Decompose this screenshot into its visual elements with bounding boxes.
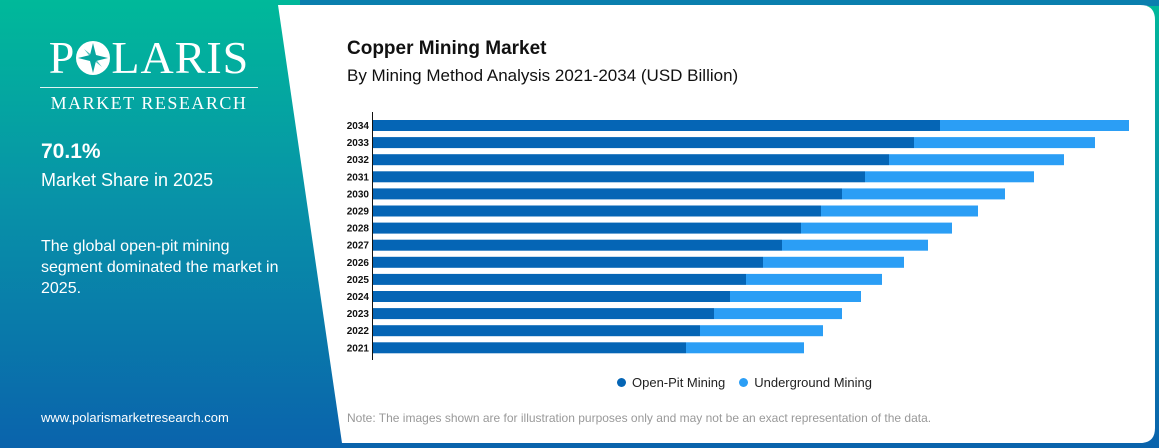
legend-underground: Underground Mining: [739, 375, 872, 390]
bar-open-pit-2029: [373, 205, 821, 217]
y-tick-label: 2029: [347, 207, 370, 218]
bar-open-pit-2022: [373, 325, 700, 337]
compass-star-icon: [76, 41, 111, 75]
chart-title: Copper Mining Market: [347, 38, 547, 59]
bar-open-pit-2032: [373, 154, 889, 166]
y-tick-label: 2021: [347, 343, 370, 354]
bar-underground-2026: [763, 256, 904, 268]
bar-open-pit-2027: [373, 239, 782, 251]
y-tick-label: 2031: [347, 172, 370, 183]
bar-underground-2030: [842, 188, 1005, 200]
legend-swatch: [617, 378, 626, 387]
disclaimer-note: Note: The images shown are for illustrat…: [347, 411, 932, 425]
y-tick-label: 2033: [347, 138, 370, 149]
bar-open-pit-2028: [373, 222, 801, 234]
highlight-label: Market Share in 2025: [41, 170, 214, 190]
bar-underground-2021: [686, 342, 804, 354]
bar-open-pit-2023: [373, 308, 714, 320]
bar-underground-2034: [940, 120, 1129, 131]
legend-label: Underground Mining: [754, 375, 873, 390]
bar-open-pit-2024: [373, 291, 730, 302]
y-tick-label: 2026: [347, 258, 370, 269]
y-tick-label: 2024: [347, 292, 370, 303]
bar-open-pit-2026: [373, 256, 763, 268]
bar-underground-2027: [782, 239, 928, 251]
bar-open-pit-2021: [373, 342, 686, 354]
bar-open-pit-2025: [373, 273, 746, 285]
bar-underground-2033: [914, 137, 1095, 149]
y-tick-label: 2028: [347, 224, 370, 235]
y-tick-label: 2034: [347, 121, 370, 132]
legend-label: Open-Pit Mining: [632, 375, 726, 390]
y-tick-label: 2025: [347, 275, 370, 286]
y-tick-label: 2027: [347, 241, 370, 252]
chart-subtitle: By Mining Method Analysis 2021-2034 (USD…: [347, 66, 739, 85]
bar-underground-2031: [865, 171, 1034, 183]
y-tick-label: 2030: [347, 189, 370, 200]
bar-underground-2022: [700, 325, 823, 337]
bar-open-pit-2030: [373, 188, 842, 200]
y-tick-label: 2032: [347, 155, 370, 166]
legend-open-pit: Open-Pit Mining: [617, 375, 725, 390]
bar-underground-2024: [730, 291, 861, 302]
highlight-value: 70.1%: [41, 140, 101, 163]
bar-open-pit-2031: [373, 171, 865, 183]
polaris-logo: P LARIS MARKET RESEARCH: [40, 35, 258, 114]
bar-underground-2028: [801, 222, 952, 234]
chart-legend: Open-Pit Mining Underground Mining: [617, 375, 872, 390]
highlight-description: The global open-pit mining segment domin…: [41, 238, 279, 297]
bar-open-pit-2034: [373, 120, 940, 131]
legend-swatch: [739, 378, 749, 387]
bar-underground-2025: [746, 273, 882, 285]
bar-chart: 2034 2033 2032 2031 2030 2029 2028 2027 2026 2025…: [347, 112, 1129, 360]
bar-underground-2023: [714, 308, 842, 320]
y-tick-label: 2023: [347, 309, 370, 320]
logo-tagline: MARKET RESEARCH: [50, 93, 248, 113]
bar-underground-2029: [821, 205, 978, 217]
logo-wordmark: P LARIS: [48, 32, 250, 83]
website-link[interactable]: www.polarismarketresearch.com: [41, 410, 229, 425]
y-tick-label: 2022: [347, 326, 370, 337]
bar-underground-2032: [889, 154, 1064, 166]
bar-open-pit-2033: [373, 137, 914, 149]
